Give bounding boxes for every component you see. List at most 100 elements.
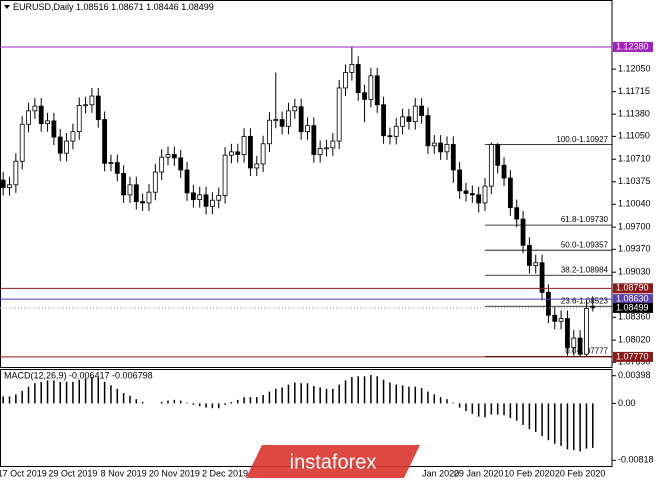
candle-body (368, 75, 374, 100)
candle-body (381, 104, 386, 137)
candle-body (330, 140, 336, 149)
candle-body (127, 184, 133, 196)
candle-body (565, 318, 570, 348)
x-tick-label: 20 Nov 2019 (149, 468, 200, 478)
main-frame (0, 0, 613, 368)
macd-tick-label: -0.00818 (618, 455, 654, 465)
candle-body (70, 131, 76, 142)
candle-body (254, 163, 260, 169)
candle-body (590, 306, 596, 309)
candle-body (114, 162, 120, 174)
level-tag (613, 283, 653, 294)
candle-body (311, 125, 317, 155)
x-tick-label: 20 Feb 2020 (555, 468, 606, 478)
candle-body (438, 142, 444, 153)
level-label: 1.07770 (616, 351, 649, 361)
candle-body (305, 125, 310, 133)
header: EURUSD,Daily 1.08516 1.08671 1.08446 1.0… (13, 2, 214, 12)
candle-body (133, 184, 139, 202)
candle-body (539, 262, 545, 293)
level-label: 1.12380 (616, 41, 649, 51)
candle-body (292, 106, 298, 112)
price-tag (613, 302, 653, 313)
candle-body (431, 142, 437, 147)
candle-body (13, 160, 19, 186)
candle-body (165, 154, 171, 158)
candle-body (0, 179, 6, 188)
candle-body (222, 154, 228, 196)
candle-body (533, 262, 539, 266)
x-tick-label: 29 Jan 2020 (454, 468, 504, 478)
candle-body (7, 184, 12, 188)
candle-body (584, 308, 589, 355)
candle-body (108, 162, 114, 164)
candle-body (317, 148, 323, 155)
y-tick-label: 1.10375 (618, 176, 651, 186)
candle-body (248, 135, 253, 169)
candle-body (412, 105, 418, 122)
fibo-label: 50.0-1.09357 (561, 240, 609, 249)
candle-body (419, 105, 425, 116)
candle-body (495, 144, 501, 166)
y-tick-label: 1.11050 (618, 131, 650, 141)
candle-body (171, 154, 177, 159)
candle-body (558, 318, 564, 322)
x-tick-label: 2 Dec 2019 (202, 468, 248, 478)
candle-body (38, 105, 44, 124)
x-tick-label: 8 Nov 2019 (101, 468, 147, 478)
candle-body (444, 144, 450, 153)
candle-body (140, 201, 146, 204)
watermark: instaforex (246, 445, 420, 478)
candle-body (336, 87, 342, 142)
candle-body (121, 172, 127, 196)
x-tick-label: 17 Oct 2019 (0, 468, 47, 478)
candle-body (577, 337, 583, 355)
candle-body (26, 110, 31, 125)
candle-body (197, 194, 203, 200)
candle-body (216, 195, 222, 201)
fibo-label: 100.0-1.10927 (556, 135, 608, 144)
candle-body (260, 143, 266, 165)
candle-body (400, 116, 405, 127)
candle-body (83, 104, 88, 107)
candle-body (64, 140, 69, 154)
candle-body (102, 119, 108, 164)
candle-body (406, 116, 412, 122)
candle-body (51, 120, 57, 138)
candle-body (184, 169, 190, 194)
macd-label: MACD(12,26,9) -0.006417 -0.006798 (4, 370, 153, 380)
menu-arrow (4, 5, 10, 9)
candle-body (324, 147, 329, 150)
x-tick-label: Jan 2020 (422, 468, 459, 478)
candle-body (546, 291, 551, 316)
candle-body (178, 157, 184, 171)
candle-body (209, 199, 215, 207)
y-tick-label: 1.08020 (618, 334, 651, 344)
candle-body (57, 136, 63, 154)
x-tick-label: 29 Oct 2019 (48, 468, 97, 478)
candle-body (463, 190, 469, 194)
y-tick-label: 1.10040 (618, 199, 651, 209)
candle-body (457, 169, 463, 192)
price-label: 1.08499 (616, 302, 649, 312)
candle-body (355, 64, 361, 94)
candle-body (507, 177, 513, 209)
candle-body (190, 192, 196, 200)
watermark-text: instaforex (290, 451, 377, 473)
candle-body (267, 119, 272, 145)
candle-body (89, 95, 95, 106)
watermark-bg (246, 445, 420, 478)
candle-body (362, 92, 367, 100)
candle-body (482, 185, 488, 204)
candle-body (552, 314, 558, 322)
candle-body (526, 244, 532, 266)
y-tick-label: 1.12050 (618, 64, 651, 74)
candle-body (514, 207, 520, 220)
fibo-label: 38.2-1.08984 (561, 265, 609, 274)
fibo-label: 61.8-1.09730 (561, 215, 609, 224)
level-label: 1.08790 (616, 283, 649, 293)
candle-body (387, 135, 393, 138)
candle-body (343, 72, 348, 89)
candle-body (425, 115, 431, 147)
